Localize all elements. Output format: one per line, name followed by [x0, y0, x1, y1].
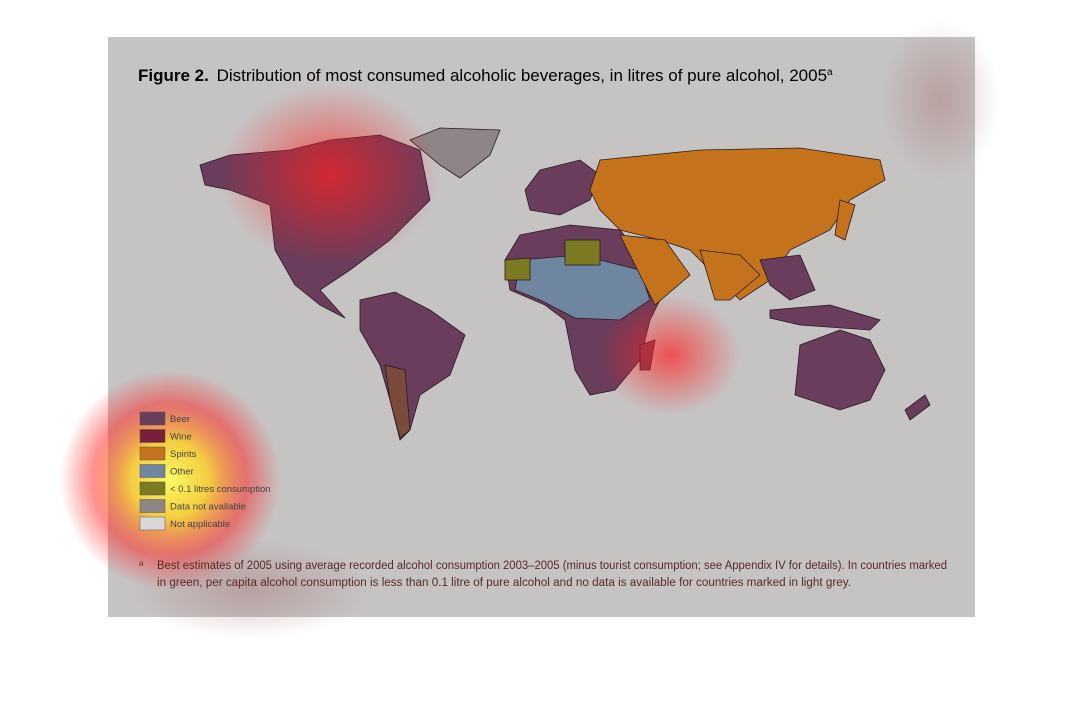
figure-title: Figure 2. Distribution of most consumed … [138, 66, 833, 85]
legend-swatch [139, 429, 166, 443]
legend-label: Wine [170, 432, 192, 443]
footnote-marker: a [139, 559, 144, 568]
legend-label: Data not available [170, 502, 246, 513]
legend-swatch [139, 464, 166, 478]
legend-swatch [139, 446, 166, 461]
legend-swatch [139, 481, 166, 496]
legend-label: < 0.1 litres consumption [170, 484, 271, 495]
legend-label: Other [170, 467, 194, 478]
heatmap-overlay [60, 20, 1000, 640]
title-note: a [827, 67, 833, 78]
footnote: Best estimates of 2005 using average rec… [157, 560, 947, 589]
legend-label: Not applicable [170, 519, 230, 530]
footnote-line: in green, per capita alcohol consumption… [157, 577, 851, 589]
legend: Beer Wine Spirits Other < 0.1 litres consump… [139, 411, 271, 531]
figure-label: Figure 2. [138, 66, 209, 85]
legend-swatch [139, 516, 166, 531]
legend-label: Spirits [170, 449, 197, 460]
legend-swatch [139, 411, 166, 426]
legend-swatch [139, 499, 166, 513]
legend-label: Beer [170, 414, 190, 425]
title-text: Distribution of most consumed alcoholic … [217, 66, 827, 85]
footnote-line: Best estimates of 2005 using average rec… [157, 560, 947, 572]
